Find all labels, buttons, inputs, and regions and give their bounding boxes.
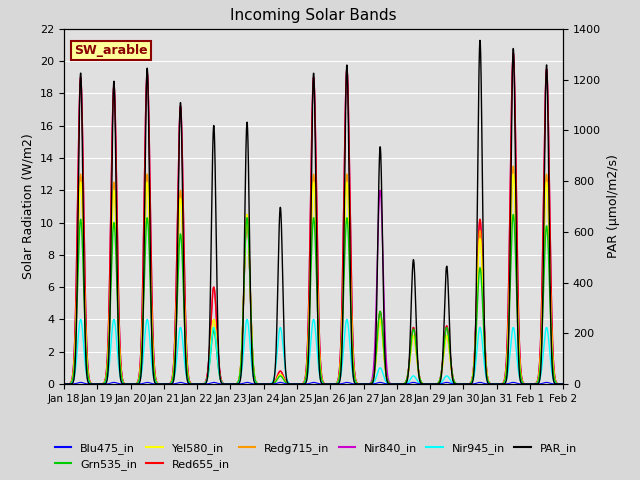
Line: Blu475_in: Blu475_in bbox=[64, 383, 563, 384]
Grn535_in bbox=[559, 381, 567, 387]
Redg715_in bbox=[559, 381, 567, 387]
Nir840_in bbox=[273, 373, 281, 379]
Nir945_in bbox=[147, 349, 155, 355]
Red655_in bbox=[559, 381, 567, 387]
Red655_in bbox=[147, 215, 154, 221]
Line: Grn535_in: Grn535_in bbox=[64, 215, 563, 384]
PAR_in bbox=[252, 381, 259, 386]
Redg715_in bbox=[509, 163, 517, 169]
Grn535_in bbox=[273, 376, 281, 382]
Nir945_in bbox=[273, 348, 281, 354]
Nir840_in bbox=[260, 381, 268, 387]
PAR_in bbox=[426, 381, 434, 387]
Line: Red655_in: Red655_in bbox=[64, 53, 563, 384]
Nir945_in bbox=[550, 378, 557, 384]
Nir840_in bbox=[147, 215, 154, 221]
Red655_in bbox=[252, 378, 259, 384]
Yel580_in bbox=[559, 381, 567, 387]
Redg715_in bbox=[496, 381, 504, 387]
Yel580_in bbox=[273, 375, 281, 381]
Yel580_in bbox=[60, 381, 68, 387]
Yel580_in bbox=[147, 274, 154, 279]
Nir945_in bbox=[496, 381, 504, 387]
PAR_in bbox=[559, 381, 567, 387]
Grn535_in bbox=[496, 381, 504, 387]
Redg715_in bbox=[273, 375, 281, 381]
Y-axis label: PAR (μmol/m2/s): PAR (μmol/m2/s) bbox=[607, 155, 620, 258]
PAR_in bbox=[60, 381, 68, 387]
PAR_in bbox=[496, 381, 504, 387]
Nir840_in bbox=[509, 50, 517, 56]
Nir840_in bbox=[252, 378, 259, 384]
Yel580_in bbox=[496, 381, 504, 387]
Nir945_in bbox=[559, 381, 567, 387]
Line: Nir945_in: Nir945_in bbox=[64, 319, 563, 384]
Nir840_in bbox=[117, 362, 125, 368]
Blu475_in bbox=[496, 381, 504, 387]
Red655_in bbox=[117, 362, 125, 368]
Line: Yel580_in: Yel580_in bbox=[64, 174, 563, 384]
Red655_in bbox=[509, 50, 517, 56]
Text: SW_arable: SW_arable bbox=[74, 44, 148, 57]
Blu475_in bbox=[147, 380, 155, 386]
Nir945_in bbox=[426, 381, 434, 387]
Nir945_in bbox=[252, 380, 259, 386]
Yel580_in bbox=[117, 369, 125, 374]
Grn535_in bbox=[509, 212, 517, 217]
Redg715_in bbox=[260, 381, 268, 387]
PAR_in bbox=[273, 314, 281, 320]
Line: Redg715_in: Redg715_in bbox=[64, 166, 563, 384]
Grn535_in bbox=[550, 372, 557, 378]
PAR_in bbox=[550, 378, 557, 384]
PAR_in bbox=[117, 378, 125, 384]
Nir840_in bbox=[550, 363, 557, 369]
Yel580_in bbox=[260, 381, 268, 387]
Redg715_in bbox=[117, 368, 125, 374]
Yel580_in bbox=[252, 378, 259, 384]
Red655_in bbox=[496, 381, 504, 387]
Grn535_in bbox=[60, 381, 68, 387]
Redg715_in bbox=[550, 369, 557, 375]
Red655_in bbox=[260, 381, 268, 387]
Y-axis label: Solar Radiation (W/m2): Solar Radiation (W/m2) bbox=[22, 133, 35, 279]
Redg715_in bbox=[252, 378, 259, 384]
Grn535_in bbox=[117, 371, 125, 376]
Nir945_in bbox=[60, 381, 68, 387]
Grn535_in bbox=[147, 292, 154, 298]
Nir840_in bbox=[559, 381, 567, 387]
Legend: Blu475_in, Grn535_in, Yel580_in, Red655_in, Redg715_in, Nir840_in, Nir945_in, PA: Blu475_in, Grn535_in, Yel580_in, Red655_… bbox=[51, 438, 581, 474]
Line: Nir840_in: Nir840_in bbox=[64, 53, 563, 384]
Grn535_in bbox=[260, 381, 268, 387]
PAR_in bbox=[147, 269, 154, 275]
Line: PAR_in: PAR_in bbox=[64, 40, 563, 384]
Nir945_in bbox=[77, 316, 84, 322]
PAR_in bbox=[476, 37, 484, 43]
Blu475_in bbox=[559, 381, 567, 387]
Redg715_in bbox=[60, 381, 68, 387]
Yel580_in bbox=[509, 171, 517, 177]
Blu475_in bbox=[77, 380, 84, 385]
Grn535_in bbox=[252, 378, 259, 384]
Nir840_in bbox=[60, 381, 68, 387]
Blu475_in bbox=[60, 381, 68, 387]
Title: Incoming Solar Bands: Incoming Solar Bands bbox=[230, 9, 397, 24]
Nir840_in bbox=[496, 381, 504, 387]
Yel580_in bbox=[550, 370, 557, 375]
Red655_in bbox=[60, 381, 68, 387]
Red655_in bbox=[550, 363, 557, 369]
Redg715_in bbox=[147, 269, 154, 275]
Red655_in bbox=[273, 373, 281, 379]
Nir945_in bbox=[117, 377, 125, 383]
Blu475_in bbox=[273, 380, 281, 386]
Blu475_in bbox=[252, 381, 259, 387]
Blu475_in bbox=[117, 381, 125, 387]
Blu475_in bbox=[550, 381, 557, 387]
